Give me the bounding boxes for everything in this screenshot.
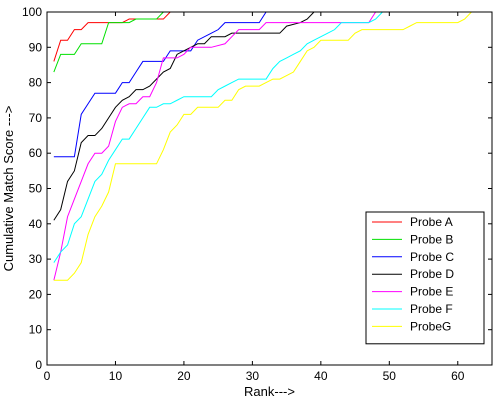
y-tick-label: 40 [29,217,43,231]
legend: Probe A Probe B Probe C Probe D Probe E Probe… [365,211,485,345]
y-axis-label: Cumulative Match Score ---> [1,106,16,272]
series-lines [53,11,492,281]
y-tick-label: 70 [29,111,43,125]
series-line-5 [53,11,492,281]
y-tick-label: 10 [29,323,43,337]
x-axis-ticks: 0 10 20 30 40 50 60 [44,12,465,383]
x-tick-label: 10 [109,369,123,383]
x-tick-label: 40 [314,369,328,383]
legend-label: Probe C [410,250,454,264]
legend-label: Probe B [410,232,453,246]
series-line-6 [53,11,492,263]
series-line-2 [53,11,492,73]
legend-label: Probe D [410,267,454,281]
x-tick-label: 0 [44,369,51,383]
y-tick-label: 60 [29,146,43,160]
y-tick-label: 30 [29,252,43,266]
x-axis-label: Rank---> [244,384,295,399]
series-line-1 [53,11,492,62]
x-tick-label: 50 [383,369,397,383]
series-line-3 [53,11,492,158]
legend-box [365,211,485,345]
series-line-4 [53,11,492,221]
y-tick-label: 80 [29,76,43,90]
y-tick-label: 50 [29,182,43,196]
series-line-7 [53,11,492,281]
legend-label: Probe F [410,302,453,316]
y-axis-ticks: 0 10 20 30 40 50 60 70 80 90 100 [22,5,492,372]
x-tick-label: 60 [451,369,465,383]
legend-label: Probe E [410,285,453,299]
y-tick-label: 100 [22,5,42,19]
y-tick-label: 0 [35,358,42,372]
legend-label: ProbeG [410,319,451,333]
y-tick-label: 90 [29,40,43,54]
x-tick-label: 20 [177,369,191,383]
x-tick-label: 30 [246,369,260,383]
legend-label: Probe A [410,215,453,229]
y-tick-label: 20 [29,287,43,301]
